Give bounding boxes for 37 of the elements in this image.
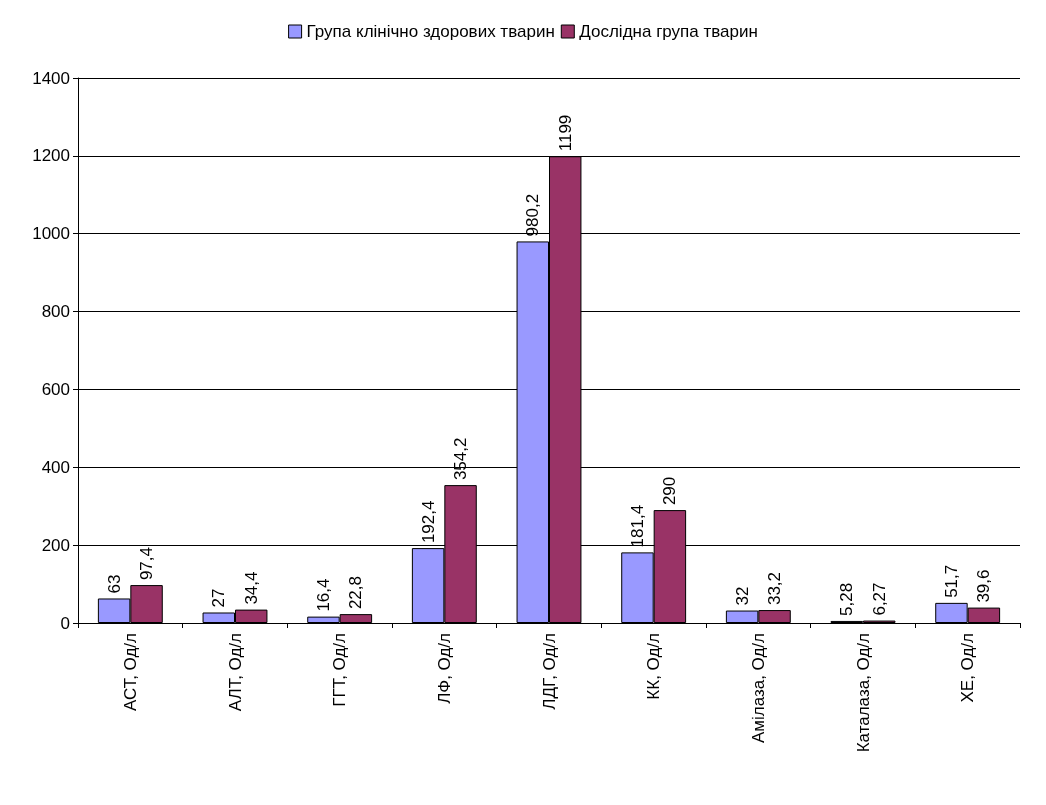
- data-label: 34,4: [241, 571, 261, 605]
- legend-label: Група клінічно здорових тварин: [306, 22, 555, 41]
- data-label: 32: [732, 586, 752, 606]
- x-tick-label: ЛФ, Од/л: [434, 633, 454, 704]
- legend-label: Дослідна група тварин: [579, 22, 758, 41]
- data-label: 192,4: [418, 500, 438, 544]
- x-tick-label: Каталаза, Од/л: [853, 633, 873, 753]
- x-tick-label: Амілаза, Од/л: [748, 633, 768, 744]
- data-label: 290: [660, 476, 680, 506]
- data-label: 27: [209, 588, 229, 608]
- y-tick-label: 800: [41, 302, 70, 322]
- x-tick-label: АЛТ, Од/л: [225, 633, 245, 712]
- data-label: 980,2: [523, 193, 543, 237]
- y-tick-label: 1400: [32, 68, 70, 88]
- data-label: 33,2: [765, 571, 785, 606]
- data-label: 22,8: [346, 576, 366, 610]
- y-tick-label: 400: [41, 457, 70, 477]
- x-tick-label: ГГТ, Од/л: [330, 633, 350, 707]
- x-tick-label: ХЕ, Од/л: [958, 633, 978, 703]
- y-tick-label: 0: [60, 613, 70, 633]
- data-label: 6,27: [869, 582, 889, 616]
- data-label: 39,6: [974, 569, 994, 603]
- y-tick-label: 1000: [32, 224, 70, 244]
- data-label: 181,4: [627, 504, 647, 548]
- x-tick-label: АСТ, Од/л: [120, 633, 140, 712]
- y-tick-label: 200: [41, 535, 70, 555]
- x-tick-label: КК, Од/л: [644, 633, 664, 700]
- data-label: 5,28: [837, 582, 857, 616]
- x-tick-label: ЛДГ, Од/л: [539, 633, 559, 710]
- y-tick-label: 1200: [32, 146, 70, 166]
- data-label: 63: [104, 574, 124, 594]
- data-label: 51,7: [941, 564, 961, 598]
- y-tick-label: 600: [41, 379, 70, 399]
- data-label: 16,4: [313, 578, 333, 612]
- data-label: 97,4: [137, 546, 157, 581]
- data-label: 1199: [555, 114, 575, 152]
- data-label: 354,2: [451, 437, 471, 481]
